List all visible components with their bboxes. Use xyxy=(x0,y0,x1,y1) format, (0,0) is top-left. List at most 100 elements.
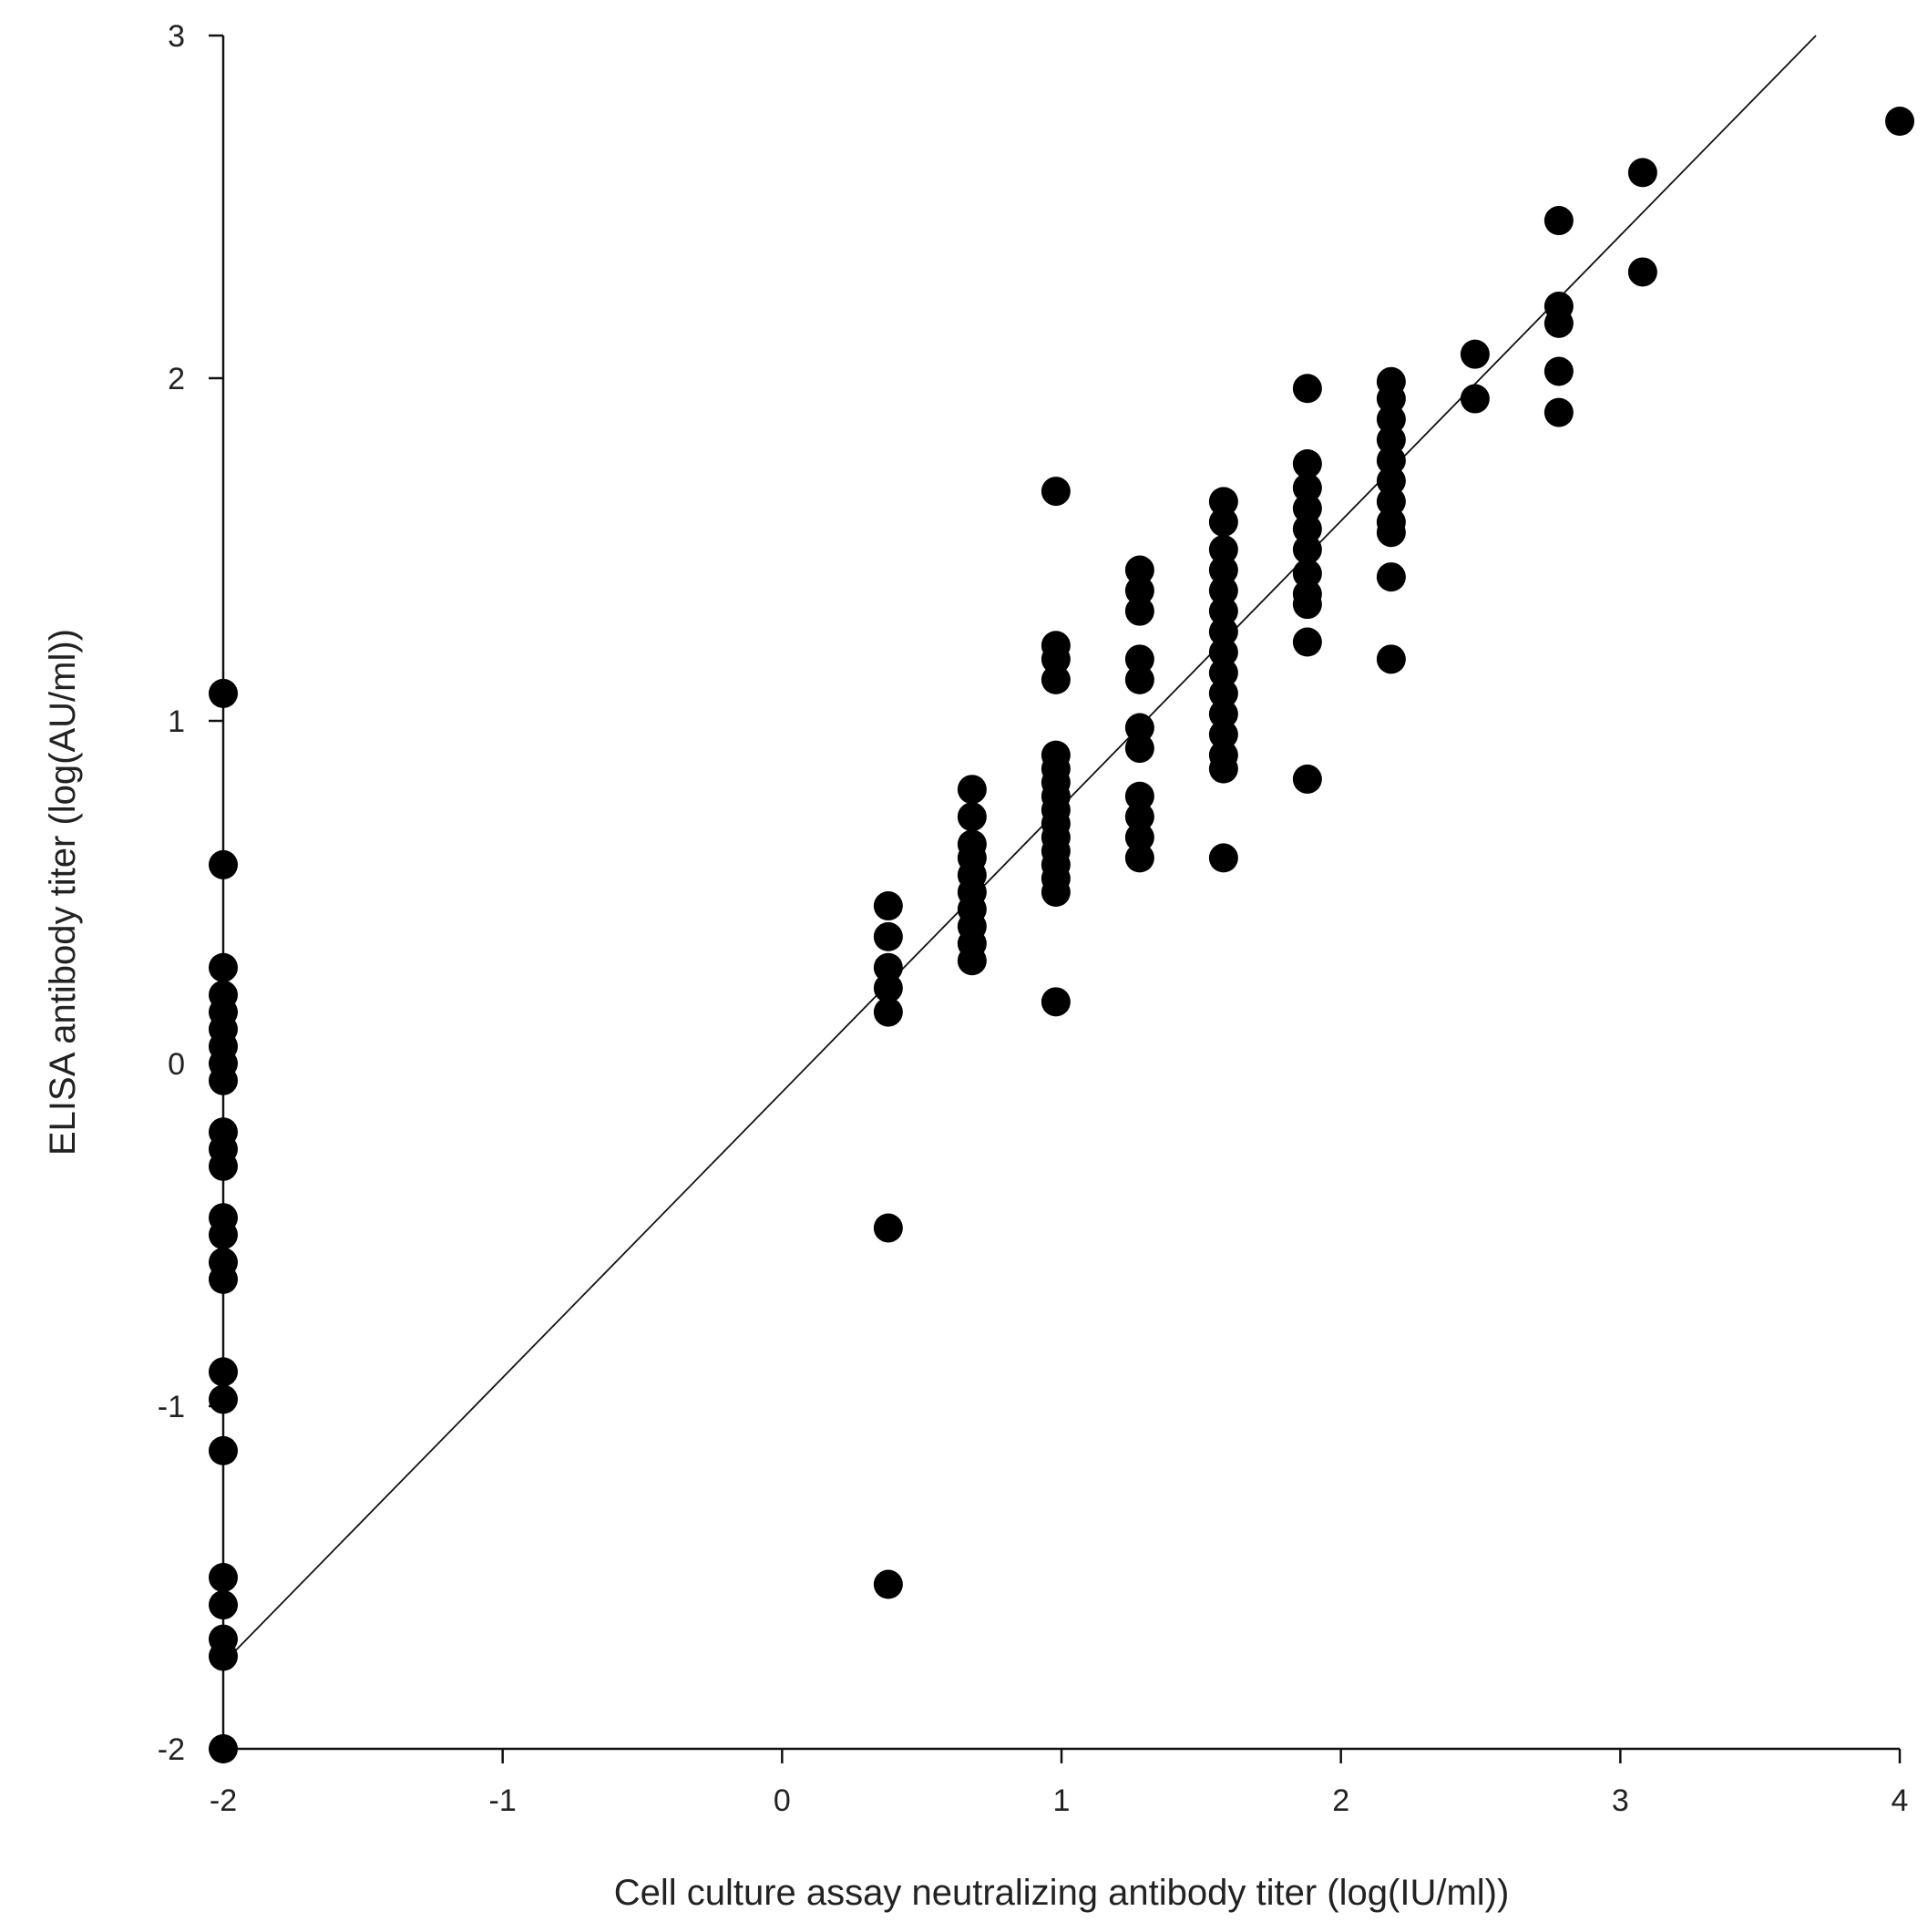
data-point xyxy=(957,946,987,976)
data-point xyxy=(873,973,903,1003)
x-tick-label: 1 xyxy=(1053,1783,1071,1818)
data-point xyxy=(1208,596,1238,626)
data-point xyxy=(209,952,238,982)
data-point xyxy=(1376,384,1406,414)
data-point xyxy=(209,678,238,708)
data-point xyxy=(209,1220,238,1249)
data-point xyxy=(209,1264,238,1294)
data-point xyxy=(1376,518,1406,548)
data-point xyxy=(209,1641,238,1671)
y-tick-label: 3 xyxy=(168,19,185,54)
data-point xyxy=(1292,493,1322,523)
data-point xyxy=(1124,781,1154,811)
data-point xyxy=(209,1357,238,1387)
data-point xyxy=(1292,374,1322,404)
data-point xyxy=(1376,405,1406,435)
data-point xyxy=(1208,754,1238,784)
data-point xyxy=(1292,449,1322,478)
data-point xyxy=(1124,596,1154,626)
data-point xyxy=(873,952,903,982)
x-tick-label: -1 xyxy=(489,1783,517,1818)
data-point xyxy=(1208,617,1238,647)
x-tick-label: -2 xyxy=(210,1783,237,1818)
data-point xyxy=(1376,466,1406,496)
y-tick-label: 2 xyxy=(168,362,185,396)
ticks: -2 -1 0 1 2 3 4 -2 -1 0 1 2 3 xyxy=(158,19,1909,1818)
y-tick-label: 0 xyxy=(168,1047,185,1082)
data-point xyxy=(1124,734,1154,764)
data-point xyxy=(873,1569,903,1599)
data-point xyxy=(873,997,903,1027)
data-point xyxy=(1208,678,1238,708)
data-point xyxy=(1124,644,1154,674)
data-point xyxy=(1543,206,1574,236)
data-point xyxy=(209,1435,238,1465)
y-tick-label: -2 xyxy=(158,1732,185,1767)
data-point xyxy=(957,802,987,832)
data-point xyxy=(1627,158,1657,188)
data-point xyxy=(873,891,903,921)
x-tick-label: 4 xyxy=(1892,1783,1909,1818)
data-point xyxy=(1376,644,1406,674)
data-point xyxy=(1885,107,1914,136)
data-point xyxy=(1041,987,1071,1017)
data-point xyxy=(1543,397,1574,427)
data-point xyxy=(1376,562,1406,592)
data-point xyxy=(873,1213,903,1243)
fit-line xyxy=(222,35,1817,1664)
data-point xyxy=(1124,802,1154,832)
data-point xyxy=(1208,535,1238,564)
data-point xyxy=(1124,555,1154,585)
data-point xyxy=(1124,843,1154,873)
data-point xyxy=(1376,425,1406,455)
data-point xyxy=(1208,487,1238,517)
data-point xyxy=(1124,713,1154,743)
data-point xyxy=(1376,446,1406,476)
data-point xyxy=(1208,658,1238,688)
data-point xyxy=(1460,339,1490,369)
data-point xyxy=(1124,664,1154,694)
data-point xyxy=(1292,535,1322,564)
x-tick-label: 2 xyxy=(1332,1783,1349,1818)
data-point xyxy=(1041,878,1071,907)
data-point xyxy=(209,849,238,879)
data-point xyxy=(209,1590,238,1620)
data-point xyxy=(873,921,903,951)
data-point xyxy=(1208,555,1238,585)
data-point xyxy=(1124,822,1154,852)
data-point xyxy=(1041,477,1071,507)
data-point xyxy=(1543,308,1574,338)
fit-line-group xyxy=(222,35,1817,1664)
x-tick-label: 0 xyxy=(774,1783,791,1818)
data-point xyxy=(1124,576,1154,606)
data-point xyxy=(209,1384,238,1414)
data-point xyxy=(1208,699,1238,729)
x-tick-label: 3 xyxy=(1612,1783,1629,1818)
data-point xyxy=(1041,664,1071,694)
y-tick-label: 1 xyxy=(168,704,185,739)
data-point xyxy=(1208,720,1238,750)
data-point xyxy=(1292,590,1322,620)
x-axis-title: Cell culture assay neutralizing antibody… xyxy=(614,1873,1510,1913)
data-point xyxy=(209,1151,238,1181)
data-point xyxy=(1208,507,1238,537)
data-points xyxy=(209,107,1914,1763)
data-point xyxy=(1292,764,1322,794)
data-point xyxy=(1292,473,1322,503)
data-point xyxy=(1041,644,1071,674)
data-point xyxy=(1376,487,1406,517)
y-tick-label: -1 xyxy=(158,1390,185,1424)
data-point xyxy=(957,775,987,805)
y-axis-title: ELISA antibody titer (log(AU/ml)) xyxy=(43,629,83,1156)
data-point xyxy=(1292,627,1322,657)
data-point xyxy=(1208,637,1238,667)
data-point xyxy=(1292,559,1322,589)
data-point xyxy=(1208,576,1238,606)
data-point xyxy=(1292,514,1322,544)
data-point xyxy=(1460,384,1490,414)
data-point xyxy=(1208,843,1238,873)
data-point xyxy=(1543,356,1574,386)
data-point xyxy=(209,1563,238,1592)
